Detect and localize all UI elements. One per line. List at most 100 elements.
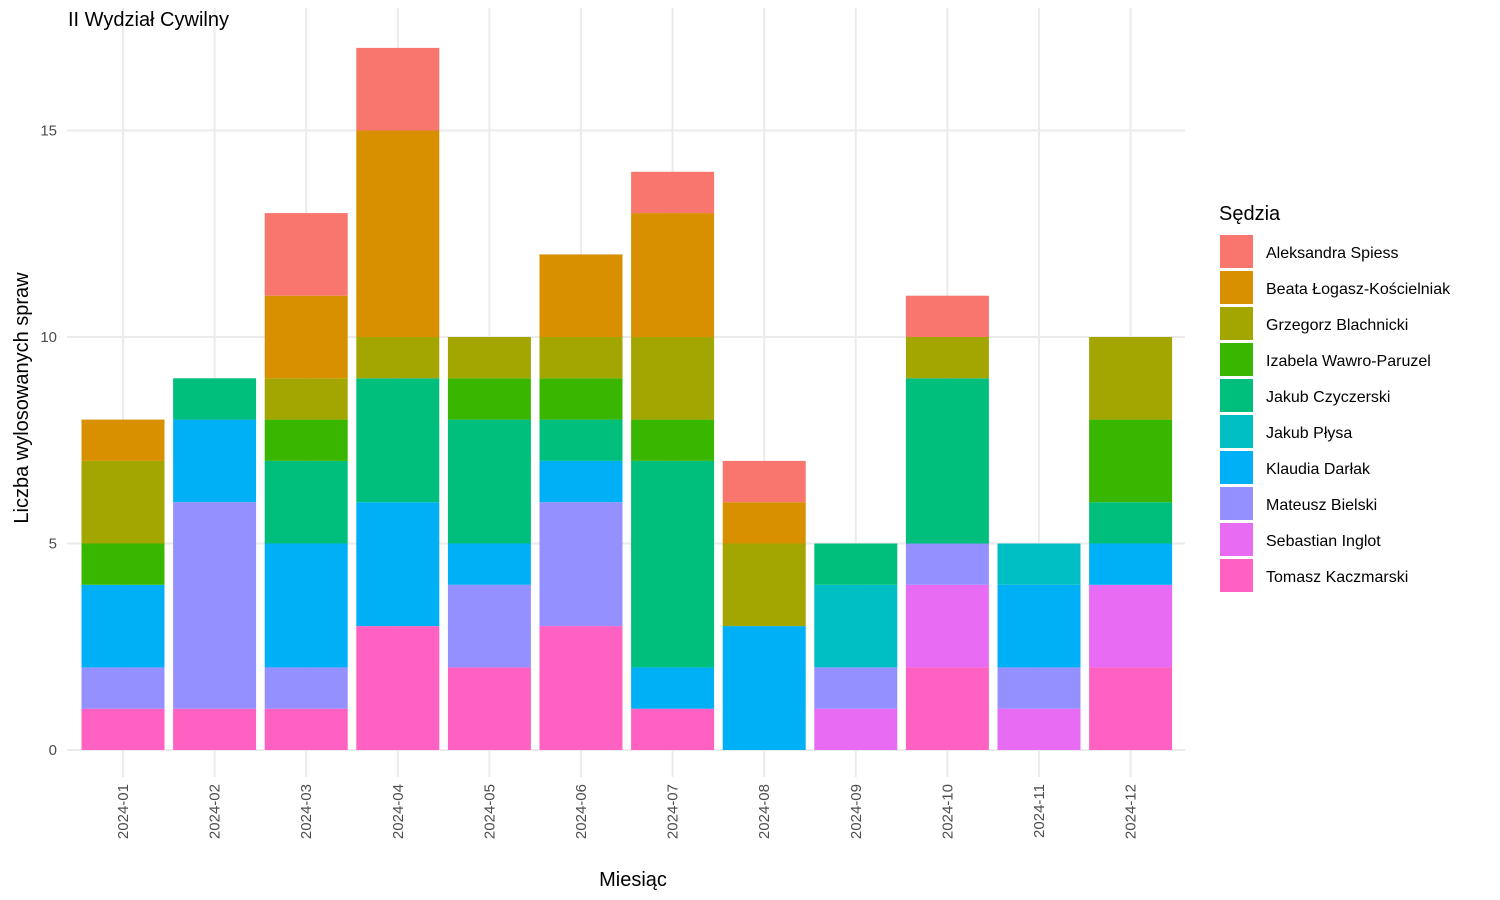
legend-label: Tomasz Kaczmarski bbox=[1266, 569, 1408, 586]
x-axis-title: Miesiąc bbox=[599, 869, 667, 891]
bar-segment bbox=[631, 419, 715, 461]
x-tick-label: 2024-08 bbox=[756, 784, 773, 839]
bar-segment bbox=[905, 295, 989, 337]
bar-segment bbox=[173, 708, 257, 750]
y-tick-label: 10 bbox=[40, 329, 57, 346]
bar-segment bbox=[447, 378, 531, 420]
bar-segment bbox=[1089, 502, 1173, 544]
legend-label: Jakub Płysa bbox=[1266, 425, 1352, 442]
bar-segment bbox=[81, 584, 165, 668]
legend-label: Grzegorz Blachnicki bbox=[1266, 317, 1408, 334]
y-tick-label: 15 bbox=[40, 123, 57, 140]
bar-segment bbox=[264, 295, 348, 379]
bar-segment bbox=[997, 708, 1081, 750]
legend-label: Sebastian Inglot bbox=[1266, 533, 1381, 550]
x-tick-label: 2024-09 bbox=[848, 784, 865, 839]
bar-segment bbox=[814, 667, 898, 709]
bar-segment bbox=[447, 543, 531, 585]
bar-segment bbox=[539, 460, 623, 503]
y-axis-title: Liczba wylosowanych spraw bbox=[11, 272, 33, 524]
legend-label: Klaudia Darłak bbox=[1266, 461, 1371, 478]
y-tick-labels: 0 5 10 15 bbox=[40, 123, 57, 760]
bar-segment bbox=[1089, 419, 1173, 503]
bar-segment bbox=[905, 543, 989, 585]
legend-swatch bbox=[1220, 343, 1253, 376]
legend-swatch bbox=[1220, 235, 1253, 268]
x-tick-label: 2024-07 bbox=[665, 784, 682, 839]
legend-label: Beata Łogasz-Kościelniak bbox=[1266, 281, 1451, 298]
bar-segment bbox=[264, 667, 348, 709]
bar-segment bbox=[997, 667, 1081, 709]
bars bbox=[81, 47, 1173, 750]
legend-swatch bbox=[1220, 271, 1253, 304]
bar-segment bbox=[814, 708, 898, 750]
bar-segment bbox=[1089, 337, 1173, 420]
chart-title: II Wydział Cywilny bbox=[68, 9, 229, 31]
bar-segment bbox=[905, 667, 989, 750]
bar-segment bbox=[631, 708, 715, 750]
x-tick-label: 2024-10 bbox=[939, 784, 956, 839]
bar-segment bbox=[1089, 584, 1173, 668]
bar-segment bbox=[814, 584, 898, 668]
bar-segment bbox=[814, 543, 898, 585]
bar-segment bbox=[356, 130, 440, 337]
bar-segment bbox=[631, 171, 715, 214]
bar-segment bbox=[264, 543, 348, 668]
x-tick-label: 2024-01 bbox=[115, 784, 132, 839]
bar-segment bbox=[447, 667, 531, 750]
bar-segment bbox=[264, 708, 348, 750]
bar-segment bbox=[997, 584, 1081, 668]
bar-segment bbox=[81, 667, 165, 709]
bar-segment bbox=[356, 378, 440, 503]
bar-segment bbox=[539, 502, 623, 627]
bar-segment bbox=[905, 337, 989, 379]
bar-segment bbox=[264, 213, 348, 296]
x-tick-label: 2024-02 bbox=[207, 784, 224, 839]
bar-segment bbox=[722, 502, 806, 544]
bar-segment bbox=[631, 667, 715, 709]
bar-segment bbox=[905, 378, 989, 544]
bar-segment bbox=[81, 460, 165, 544]
bar-segment bbox=[356, 337, 440, 379]
legend: Sędzia Aleksandra Spiess Beata Łogasz-Koś… bbox=[1219, 203, 1451, 592]
bar-segment bbox=[631, 460, 715, 668]
legend-swatch bbox=[1220, 307, 1253, 340]
y-tick-label: 5 bbox=[49, 536, 57, 553]
bar-segment bbox=[1089, 543, 1173, 585]
x-tick-label: 2024-04 bbox=[390, 784, 407, 839]
bar-segment bbox=[722, 543, 806, 627]
bar-segment bbox=[264, 419, 348, 461]
legend-swatch bbox=[1220, 451, 1253, 484]
bar-segment bbox=[539, 626, 623, 750]
bar-segment bbox=[173, 502, 257, 709]
legend-label: Izabela Wawro-Paruzel bbox=[1266, 353, 1431, 370]
legend-title: Sędzia bbox=[1219, 203, 1281, 225]
x-tick-labels: 2024-01 2024-02 2024-03 2024-04 2024-05 2024-… bbox=[115, 784, 1140, 839]
bar-segment bbox=[356, 502, 440, 627]
bar-segment bbox=[356, 626, 440, 750]
bar-segment bbox=[173, 378, 257, 420]
legend-swatch bbox=[1220, 415, 1253, 448]
bar-segment bbox=[173, 419, 257, 503]
bar-segment bbox=[447, 419, 531, 544]
bar-segment bbox=[81, 419, 165, 461]
bar-segment bbox=[447, 337, 531, 379]
bar-segment bbox=[539, 337, 623, 379]
legend-label: Jakub Czyczerski bbox=[1266, 389, 1390, 406]
bar-segment bbox=[539, 254, 623, 337]
bar-segment bbox=[539, 378, 623, 420]
legend-swatch bbox=[1220, 559, 1253, 592]
legend-swatch bbox=[1220, 523, 1253, 556]
bar-segment bbox=[722, 626, 806, 750]
bar-segment bbox=[356, 47, 440, 131]
x-tick-label: 2024-05 bbox=[481, 784, 498, 839]
x-tick-label: 2024-06 bbox=[573, 784, 590, 839]
bar-segment bbox=[539, 419, 623, 461]
legend-swatch bbox=[1220, 379, 1253, 412]
legend-label: Aleksandra Spiess bbox=[1266, 245, 1399, 262]
bar-segment bbox=[905, 584, 989, 668]
bar-segment bbox=[264, 378, 348, 420]
x-tick-label: 2024-03 bbox=[298, 784, 315, 839]
bar-segment bbox=[631, 337, 715, 420]
